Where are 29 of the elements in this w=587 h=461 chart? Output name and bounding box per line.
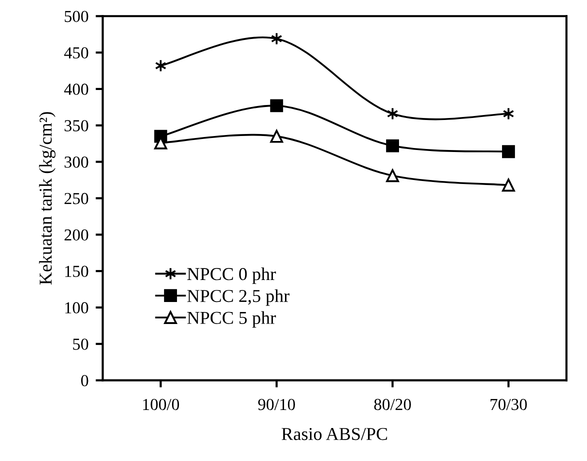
point — [502, 107, 514, 120]
y-tick-label: 400 — [64, 84, 88, 95]
x-tick-label: 90/10 — [258, 398, 295, 410]
y-tick-label: 350 — [64, 120, 88, 132]
x-axis-title: Rasio ABS/PC — [282, 428, 388, 440]
y-tick-label: 150 — [65, 266, 88, 278]
y-tick-label: 100 — [65, 302, 88, 314]
y-tick-label: 500 — [64, 10, 88, 22]
legend-label: NPCC 0 phr — [187, 267, 276, 284]
point — [270, 32, 282, 46]
y-tick-label: 450 — [64, 47, 88, 58]
x-tick-label: 80/20 — [374, 398, 411, 410]
point — [270, 99, 284, 112]
point — [386, 139, 400, 152]
point — [270, 130, 284, 143]
point — [386, 169, 400, 182]
point — [502, 178, 515, 192]
y-axis-title: Kekuatan tarik (kg/cm²) — [39, 112, 56, 285]
y-tick-label: 300 — [64, 156, 88, 168]
x-tick-label: 100/0 — [143, 398, 180, 410]
y-tick-label: 200 — [64, 229, 88, 241]
y-tick-label: 50 — [73, 338, 88, 350]
x-tick-label: 70/30 — [490, 398, 527, 410]
legend-label: NPCC 2,5 phr — [187, 289, 290, 306]
y-tick-label: 0 — [81, 375, 88, 386]
point — [386, 107, 398, 120]
y-tick-label: 250 — [64, 192, 88, 204]
legend-label: NPCC 5 phr — [187, 311, 276, 328]
point — [502, 145, 515, 158]
